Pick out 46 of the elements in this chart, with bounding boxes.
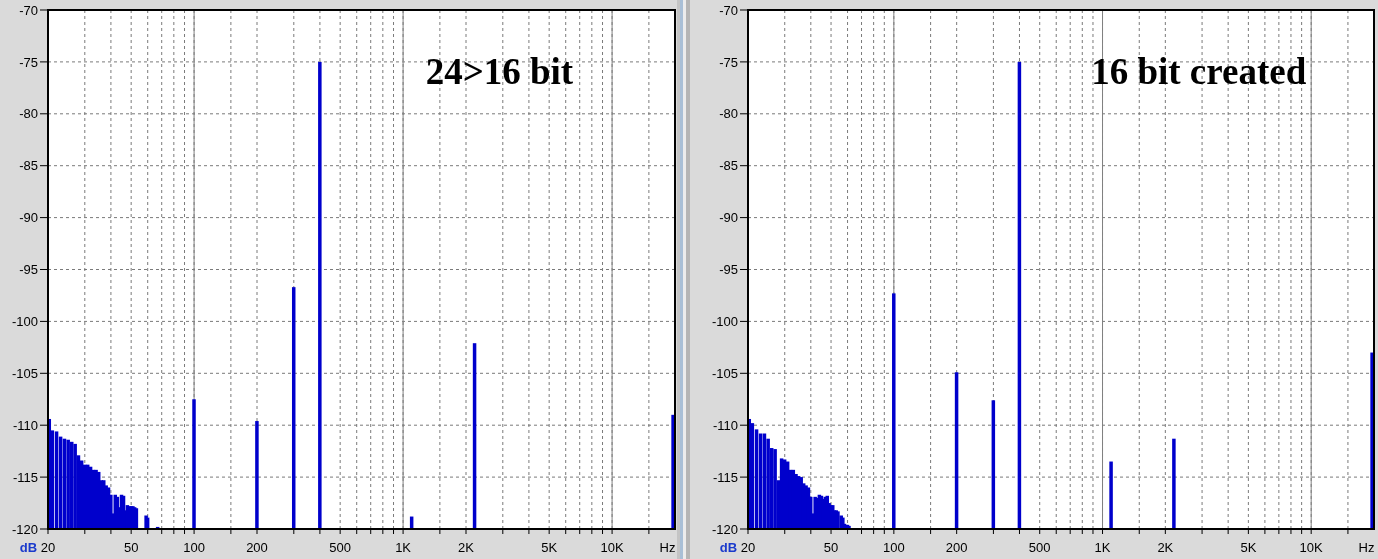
x-tick-label: 100 [883, 540, 905, 556]
y-tick-label: -115 [712, 469, 738, 485]
y-tick-label: -100 [11, 314, 38, 330]
x-tick-label: 200 [246, 540, 268, 556]
x-tick-label: 500 [329, 540, 352, 556]
x-tick-label: 2K [458, 540, 475, 556]
y-tick-label: -120 [11, 521, 38, 537]
y-tick-label: -110 [712, 417, 738, 433]
x-tick-label: 1K [1094, 540, 1111, 556]
y-tick-label: -75 [19, 54, 38, 70]
x-tick-label: 5K [1240, 540, 1257, 556]
y-tick-label: -120 [711, 521, 738, 537]
x-tick-label: 20 [740, 540, 756, 556]
y-axis-title: dB [19, 540, 38, 556]
x-tick-label: 1K [395, 540, 412, 556]
x-tick-label: 5K [541, 540, 558, 556]
y-tick-label: -75 [719, 54, 738, 70]
x-tick-label: 10K [600, 540, 624, 556]
y-tick-label: -105 [711, 365, 738, 381]
x-tick-label: 500 [1028, 540, 1051, 556]
y-tick-label: -85 [19, 158, 38, 174]
y-tick-label: -80 [719, 106, 738, 122]
y-tick-label: -85 [719, 158, 738, 174]
x-tick-label: 200 [945, 540, 968, 556]
y-tick-label: -80 [19, 106, 38, 122]
y-axis-title: dB [719, 540, 738, 556]
x-tick-label: 20 [40, 540, 56, 556]
y-tick-label: -95 [719, 262, 738, 278]
y-tick-label: -100 [711, 314, 738, 330]
x-axis-title: Hz [659, 540, 676, 556]
text: 24>16 bit [425, 51, 574, 92]
x-tick-label: 50 [823, 540, 839, 556]
x-tick-label: 10K [1299, 540, 1324, 556]
y-tick-label: -95 [19, 262, 38, 278]
x-tick-label: 50 [123, 540, 139, 556]
x-tick-label: 2K [1157, 540, 1174, 556]
y-tick-label: -90 [719, 210, 738, 226]
y-tick-label: -115 [12, 469, 38, 485]
y-tick-label: -70 [719, 2, 738, 18]
x-axis-title: Hz [1358, 540, 1375, 556]
text: 16 bit created [1091, 51, 1307, 92]
x-tick-label: 100 [183, 540, 205, 556]
y-tick-label: -105 [11, 365, 38, 381]
y-tick-label: -90 [19, 210, 38, 226]
y-tick-label: -110 [12, 417, 38, 433]
y-tick-label: -70 [19, 2, 38, 18]
